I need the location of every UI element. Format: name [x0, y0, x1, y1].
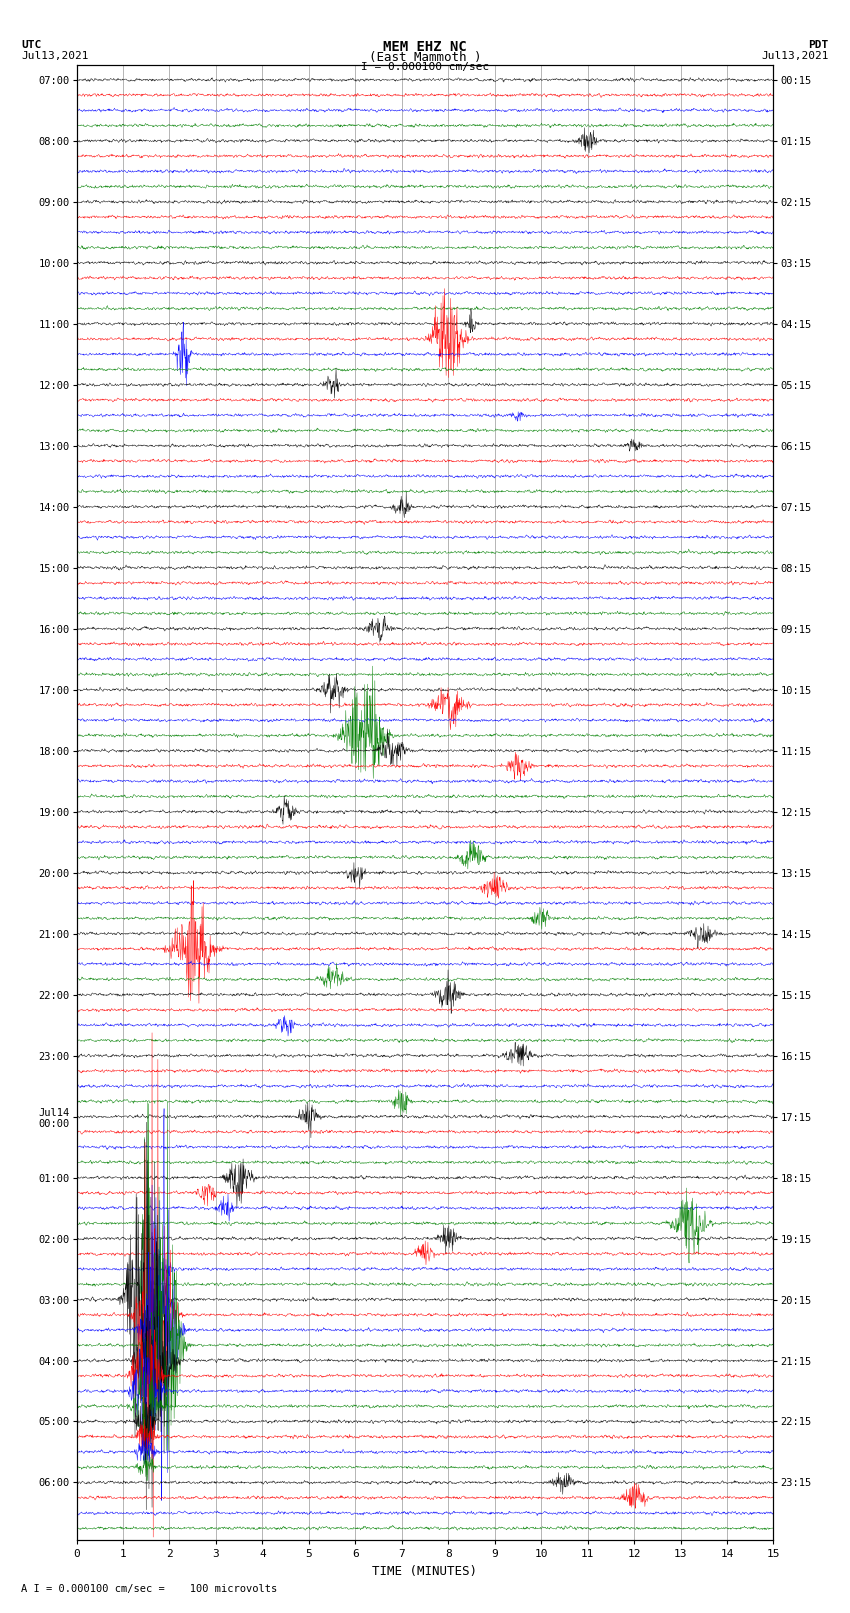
- X-axis label: TIME (MINUTES): TIME (MINUTES): [372, 1565, 478, 1578]
- Text: PDT: PDT: [808, 39, 829, 50]
- Text: A I = 0.000100 cm/sec =    100 microvolts: A I = 0.000100 cm/sec = 100 microvolts: [21, 1584, 277, 1594]
- Text: MEM EHZ NC: MEM EHZ NC: [383, 39, 467, 53]
- Text: Jul13,2021: Jul13,2021: [21, 50, 88, 61]
- Text: UTC: UTC: [21, 39, 42, 50]
- Text: (East Mammoth ): (East Mammoth ): [369, 50, 481, 65]
- Text: Jul13,2021: Jul13,2021: [762, 50, 829, 61]
- Text: I = 0.000100 cm/sec: I = 0.000100 cm/sec: [361, 63, 489, 73]
